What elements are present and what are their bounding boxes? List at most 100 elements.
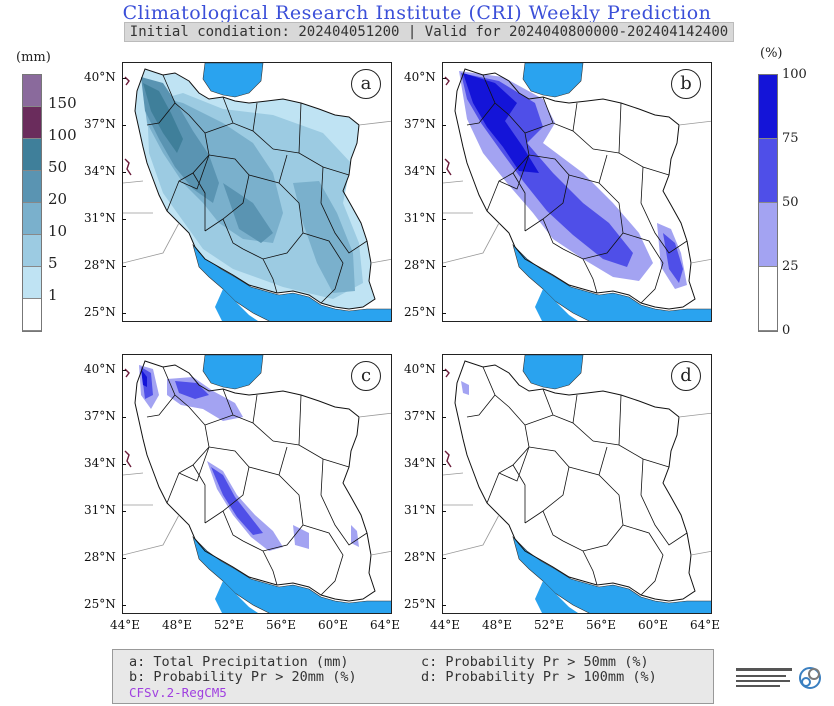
legend-b: b: Probability Pr > 20mm (%) [129,669,357,685]
province-border [166,406,210,504]
lake-outline [444,158,452,176]
latitude-label: 37°N [404,409,436,423]
subtitle-bar: Initial condiation: 202404051200 | Valid… [124,22,734,42]
longitude-label: 60°E [318,618,349,632]
country-border [454,360,696,602]
latitude-label: 28°N [404,258,436,272]
panel-c-label: c [351,361,381,391]
probability-colorbar-tick: 25 [782,259,799,274]
precip-colorbar-tick: 1 [48,286,58,304]
neighbor-border [358,120,391,264]
map-panel-a: a [122,62,392,322]
country-border [134,68,376,310]
precip-shading [223,183,273,243]
neighbor-border [358,412,391,556]
colorbar-swatch [23,299,41,331]
model-label: CFSv.2-RegCM5 [129,685,227,700]
province-border [272,394,350,468]
province-border [640,166,688,254]
latitude-tick [442,464,446,465]
neighbor-border [678,412,711,556]
latitude-label: 40°N [404,70,436,84]
precip-colorbar-tick: 50 [48,158,68,176]
colorbar-swatch [23,171,41,203]
precip-shading [293,181,355,293]
lake-outline [124,76,130,86]
province-border [572,102,608,184]
province-border [498,446,530,523]
neighbor-border [678,120,711,264]
latitude-tick [122,266,126,267]
province-border [524,446,570,524]
latitude-label: 28°N [84,550,116,564]
longitude-label: 48°E [162,618,193,632]
latitude-tick [442,370,446,371]
province-border [302,524,344,596]
latitude-tick [122,605,126,606]
latitude-label: 40°N [404,362,436,376]
latitude-label: 31°N [404,503,436,517]
latitude-label: 40°N [84,70,116,84]
province-border [592,102,670,176]
province-border [486,406,530,504]
latitude-label: 31°N [84,503,116,517]
province-border [204,154,250,232]
neighbor-border [443,222,500,264]
neighbor-border [123,180,153,214]
province-border [320,166,368,254]
precip-colorbar-tick: 100 [48,126,77,144]
province-border [178,446,210,523]
map-b-svg [443,63,711,321]
latitude-label: 34°N [404,456,436,470]
latitude-label: 25°N [404,305,436,319]
panel-a-label: a [351,69,381,99]
province-border [222,218,278,294]
latitude-tick [122,313,126,314]
map-panel-c: c [122,354,392,614]
latitude-label: 25°N [84,597,116,611]
colorbar-swatch [759,267,777,331]
neighbor-border [123,222,180,264]
legend-c: c: Probability Pr > 50mm (%) [421,654,649,670]
province-border [252,394,288,476]
legend-a: a: Total Precipitation (mm) [129,654,349,670]
latitude-label: 34°N [84,456,116,470]
probability-shading [461,381,469,395]
neighbor-border [123,472,153,506]
province-border [524,154,570,232]
caspian-sea [522,355,584,390]
latitude-label: 37°N [84,117,116,131]
latitude-tick [442,605,446,606]
province-border [320,458,368,546]
caspian-sea [202,63,264,98]
precip-colorbar [22,74,42,332]
province-border [592,394,670,468]
probability-shading [175,381,209,399]
longitude-label: 56°E [586,618,617,632]
map-panel-b: b [442,62,712,322]
caspian-sea [202,355,264,390]
latitude-tick [442,172,446,173]
province-border [466,366,510,418]
colorbar-swatch [759,139,777,203]
lake-outline [124,450,132,468]
probability-colorbar-tick: 100 [782,67,807,82]
probability-colorbar [758,74,778,332]
neighbor-border [443,180,473,214]
province-border [542,218,598,294]
longitude-label: 48°E [482,618,513,632]
precip-colorbar-tick: 150 [48,94,77,112]
latitude-tick [442,417,446,418]
map-d-svg [443,355,711,613]
probability-shading [351,525,359,547]
panel-d-label: d [671,361,701,391]
longitude-label: 64°E [370,618,401,632]
neighbor-border [123,514,180,556]
latitude-tick [442,313,446,314]
latitude-label: 25°N [404,597,436,611]
province-border [622,232,664,304]
probability-shading [293,525,309,549]
precip-colorbar-tick: 20 [48,190,68,208]
legend-box: a: Total Precipitation (mm) b: Probabili… [112,649,714,704]
gulf-of-oman [215,581,258,613]
